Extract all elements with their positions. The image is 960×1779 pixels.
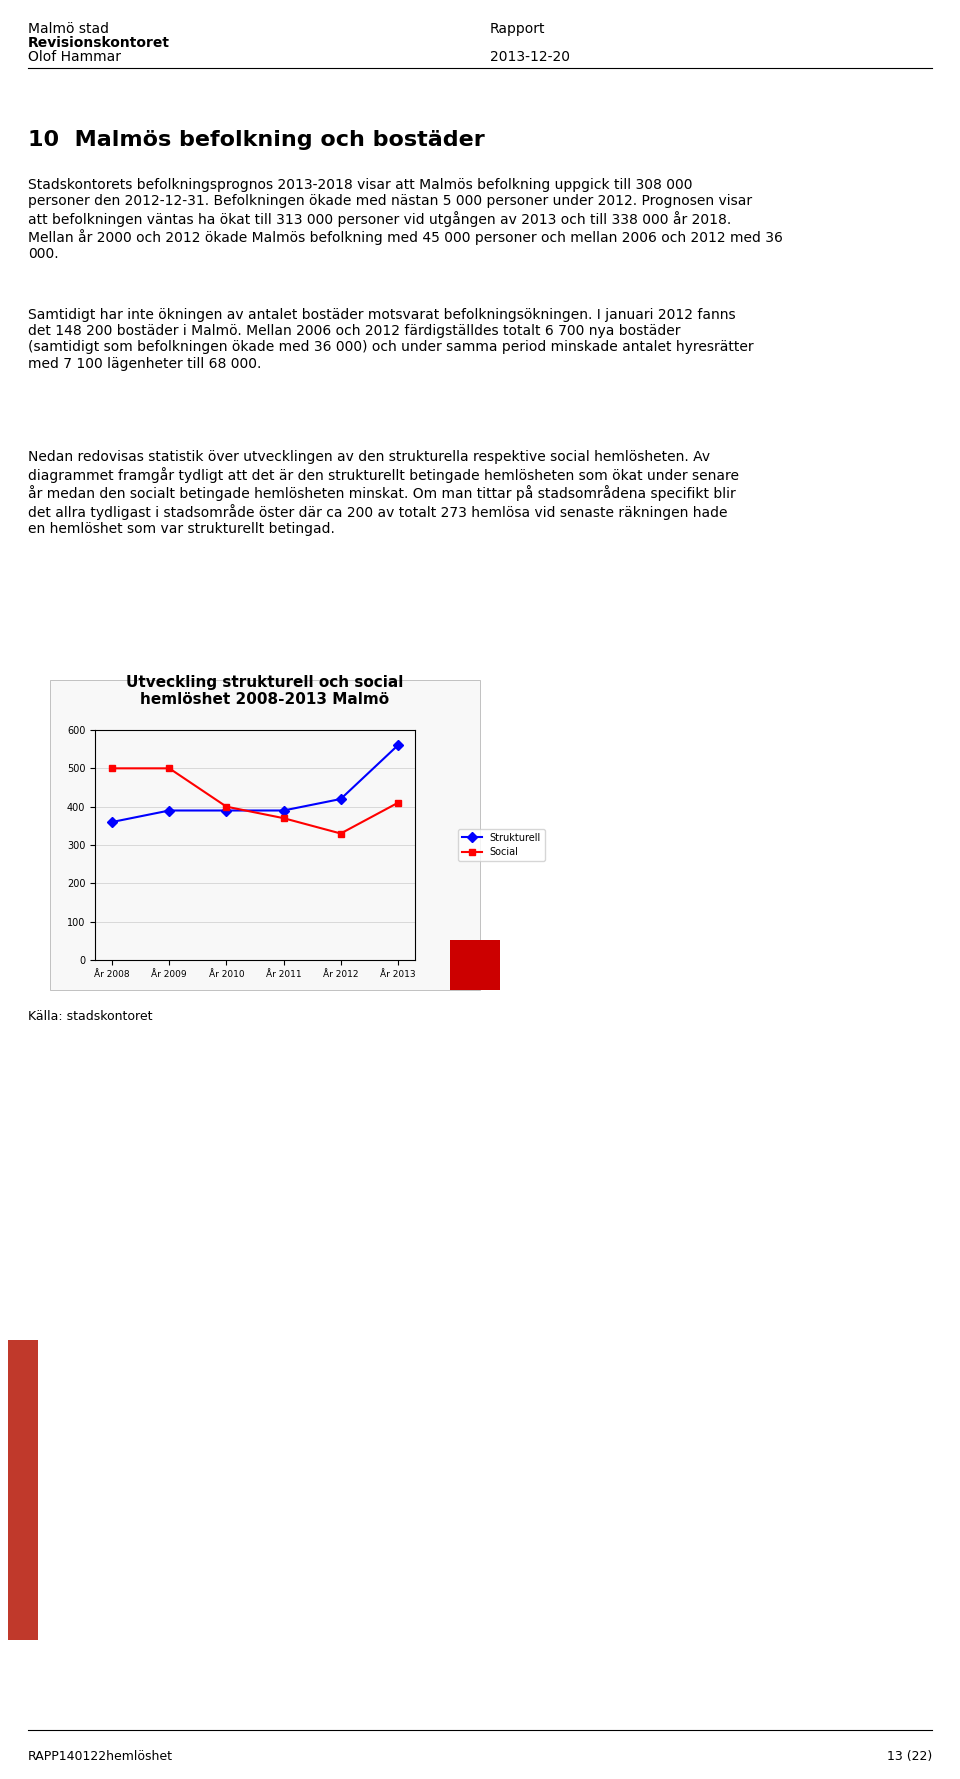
Legend: Strukturell, Social: Strukturell, Social bbox=[458, 829, 544, 861]
Text: Olof Hammar: Olof Hammar bbox=[28, 50, 121, 64]
Line: Social: Social bbox=[108, 765, 401, 836]
Strukturell bbox=[392, 735, 403, 756]
Text: Rapport: Rapport bbox=[490, 21, 545, 36]
Strukturell bbox=[277, 801, 289, 822]
Strukturell bbox=[107, 811, 118, 833]
Bar bbox=[450, 939, 500, 989]
Text: Nedan redovisas statistik över utvecklingen av den strukturella respektive socia: Nedan redovisas statistik över utvecklin… bbox=[28, 450, 739, 535]
Text: Stadskontorets befolkningsprognos 2013-2018 visar att Malmös befolkning uppgick : Stadskontorets befolkningsprognos 2013-2… bbox=[28, 178, 782, 262]
Text: Revisionskontoret: Revisionskontoret bbox=[28, 36, 170, 50]
Text: Samtidigt har inte ökningen av antalet bostäder motsvarat befolkningsökningen. I: Samtidigt har inte ökningen av antalet b… bbox=[28, 308, 754, 370]
Strukturell bbox=[163, 801, 175, 822]
Social bbox=[107, 758, 118, 779]
Text: 10  Malmös befolkning och bostäder: 10 Malmös befolkning och bostäder bbox=[28, 130, 485, 149]
Social bbox=[163, 758, 175, 779]
Social bbox=[221, 795, 232, 817]
Line: Strukturell: Strukturell bbox=[108, 742, 401, 825]
Text: Malmö stad: Malmö stad bbox=[28, 21, 109, 36]
Bar bbox=[8, 1340, 38, 1640]
Social bbox=[335, 824, 347, 845]
Bar bbox=[50, 680, 480, 989]
Social bbox=[392, 792, 403, 813]
Social bbox=[277, 808, 289, 829]
Strukturell bbox=[335, 788, 347, 809]
Strukturell bbox=[221, 801, 232, 822]
Text: RAPP140122hemlöshet: RAPP140122hemlöshet bbox=[28, 1751, 173, 1763]
Text: 13 (22): 13 (22) bbox=[887, 1751, 932, 1763]
Text: 2013-12-20: 2013-12-20 bbox=[490, 50, 570, 64]
Text: Utveckling strukturell och social
hemlöshet 2008-2013 Malmö: Utveckling strukturell och social hemlös… bbox=[127, 674, 404, 708]
Text: Källa: stadskontoret: Källa: stadskontoret bbox=[28, 1010, 153, 1023]
